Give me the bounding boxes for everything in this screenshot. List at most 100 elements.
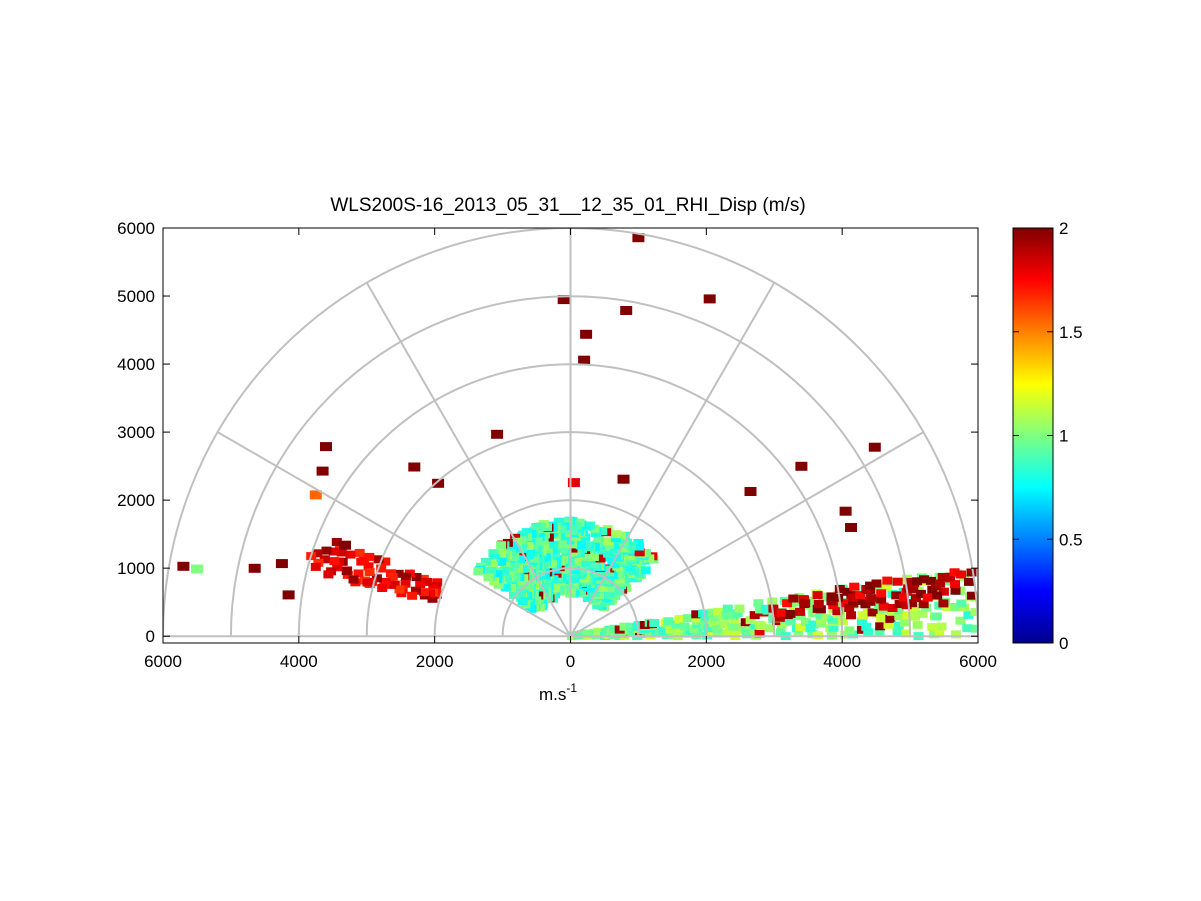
- data-cell: [902, 611, 913, 620]
- data-cell: [323, 570, 334, 579]
- data-cell: [966, 591, 977, 600]
- data-cell: [901, 629, 912, 638]
- data-cell: [812, 604, 823, 613]
- data-cell: [964, 577, 974, 586]
- data-cell: [488, 549, 499, 558]
- data-cell: [336, 548, 347, 557]
- data-cell: [634, 548, 645, 557]
- data-cell: [844, 604, 855, 612]
- data-cell: [776, 608, 787, 617]
- data-cell: [611, 530, 622, 539]
- colorbar-tick-label: 1: [1059, 427, 1068, 446]
- data-cell: [949, 568, 960, 577]
- data-cell: [489, 554, 500, 563]
- data-cell: [963, 610, 974, 619]
- data-cell: [506, 567, 517, 576]
- data-cell: [755, 605, 765, 614]
- data-cell: [496, 541, 507, 550]
- data-cell: [486, 558, 497, 567]
- data-cell: [534, 554, 545, 563]
- data-cell: [567, 527, 578, 536]
- data-cell: [605, 584, 616, 593]
- data-cell: [848, 593, 859, 602]
- data-cell: [507, 555, 518, 564]
- data-cell: [602, 537, 613, 546]
- data-cell: [517, 597, 528, 606]
- data-cell: [956, 599, 967, 608]
- data-cell: [604, 589, 615, 598]
- data-cell: [492, 570, 503, 579]
- x-tick-label: 6000: [959, 652, 997, 671]
- data-cell: [754, 620, 765, 629]
- data-cell: [589, 560, 600, 569]
- data-cell: [871, 579, 882, 588]
- data-cell: [593, 534, 604, 543]
- data-cell: [496, 557, 507, 566]
- data-cell: [523, 542, 534, 551]
- data-cell: [745, 616, 756, 625]
- data-cell: [828, 623, 839, 632]
- data-cell: [532, 537, 543, 546]
- colorbar-ticks: 0 0.5 1 1.5 2: [1013, 219, 1083, 653]
- data-cell: [837, 617, 848, 626]
- data-cell: [970, 608, 978, 617]
- scatter-point: [567, 478, 580, 488]
- data-cell: [856, 617, 867, 626]
- data-cell: [815, 611, 826, 620]
- data-cell: [840, 630, 851, 639]
- scatter-point: [578, 355, 591, 365]
- data-cell: [524, 537, 535, 545]
- data-cell: [310, 562, 321, 571]
- data-cell: [912, 620, 923, 629]
- data-cell: [929, 630, 940, 639]
- data-cell: [956, 570, 966, 579]
- data-cell: [937, 573, 948, 581]
- data-cell: [808, 620, 819, 629]
- data-cell: [661, 631, 672, 639]
- data-cell: [808, 609, 819, 618]
- data-cell: [601, 576, 611, 585]
- data-cell: [840, 599, 851, 608]
- data-cell: [826, 592, 837, 601]
- data-cell: [712, 625, 723, 633]
- data-cell: [917, 609, 928, 618]
- data-cell: [428, 583, 439, 592]
- data-cell: [698, 609, 709, 618]
- data-cell: [729, 615, 740, 624]
- scatter-point: [275, 559, 288, 569]
- data-cell: [906, 577, 917, 586]
- data-cell: [966, 568, 977, 577]
- data-cell: [588, 553, 599, 561]
- data-cell: [753, 599, 764, 608]
- data-cell: [614, 587, 625, 596]
- data-cell: [569, 581, 580, 590]
- data-cell: [515, 555, 526, 564]
- data-cell: [910, 612, 920, 621]
- data-cell: [619, 622, 630, 631]
- data-cell: [907, 599, 918, 608]
- data-cell: [891, 591, 902, 600]
- x-tick-label: 2000: [416, 652, 454, 671]
- data-cell: [658, 626, 669, 635]
- data-cell: [927, 623, 938, 632]
- data-cell: [707, 608, 718, 617]
- data-cell: [614, 571, 625, 580]
- data-cell: [795, 623, 806, 632]
- data-cell: [842, 587, 853, 596]
- x-tick-label: 4000: [280, 652, 318, 671]
- data-cell: [400, 572, 411, 581]
- data-cell: [531, 596, 542, 605]
- data-cell: [548, 540, 559, 549]
- data-cell: [539, 530, 550, 539]
- data-cell: [821, 614, 832, 623]
- y-tick-label: 2000: [117, 491, 155, 510]
- data-cell: [592, 601, 603, 609]
- data-cell: [970, 624, 978, 633]
- scatter-point: [703, 294, 716, 304]
- data-cell: [582, 629, 593, 638]
- data-cell: [795, 612, 806, 621]
- data-cell: [568, 522, 579, 531]
- data-cell: [582, 594, 593, 602]
- scatter-point: [248, 563, 261, 573]
- scatter-point: [316, 466, 329, 476]
